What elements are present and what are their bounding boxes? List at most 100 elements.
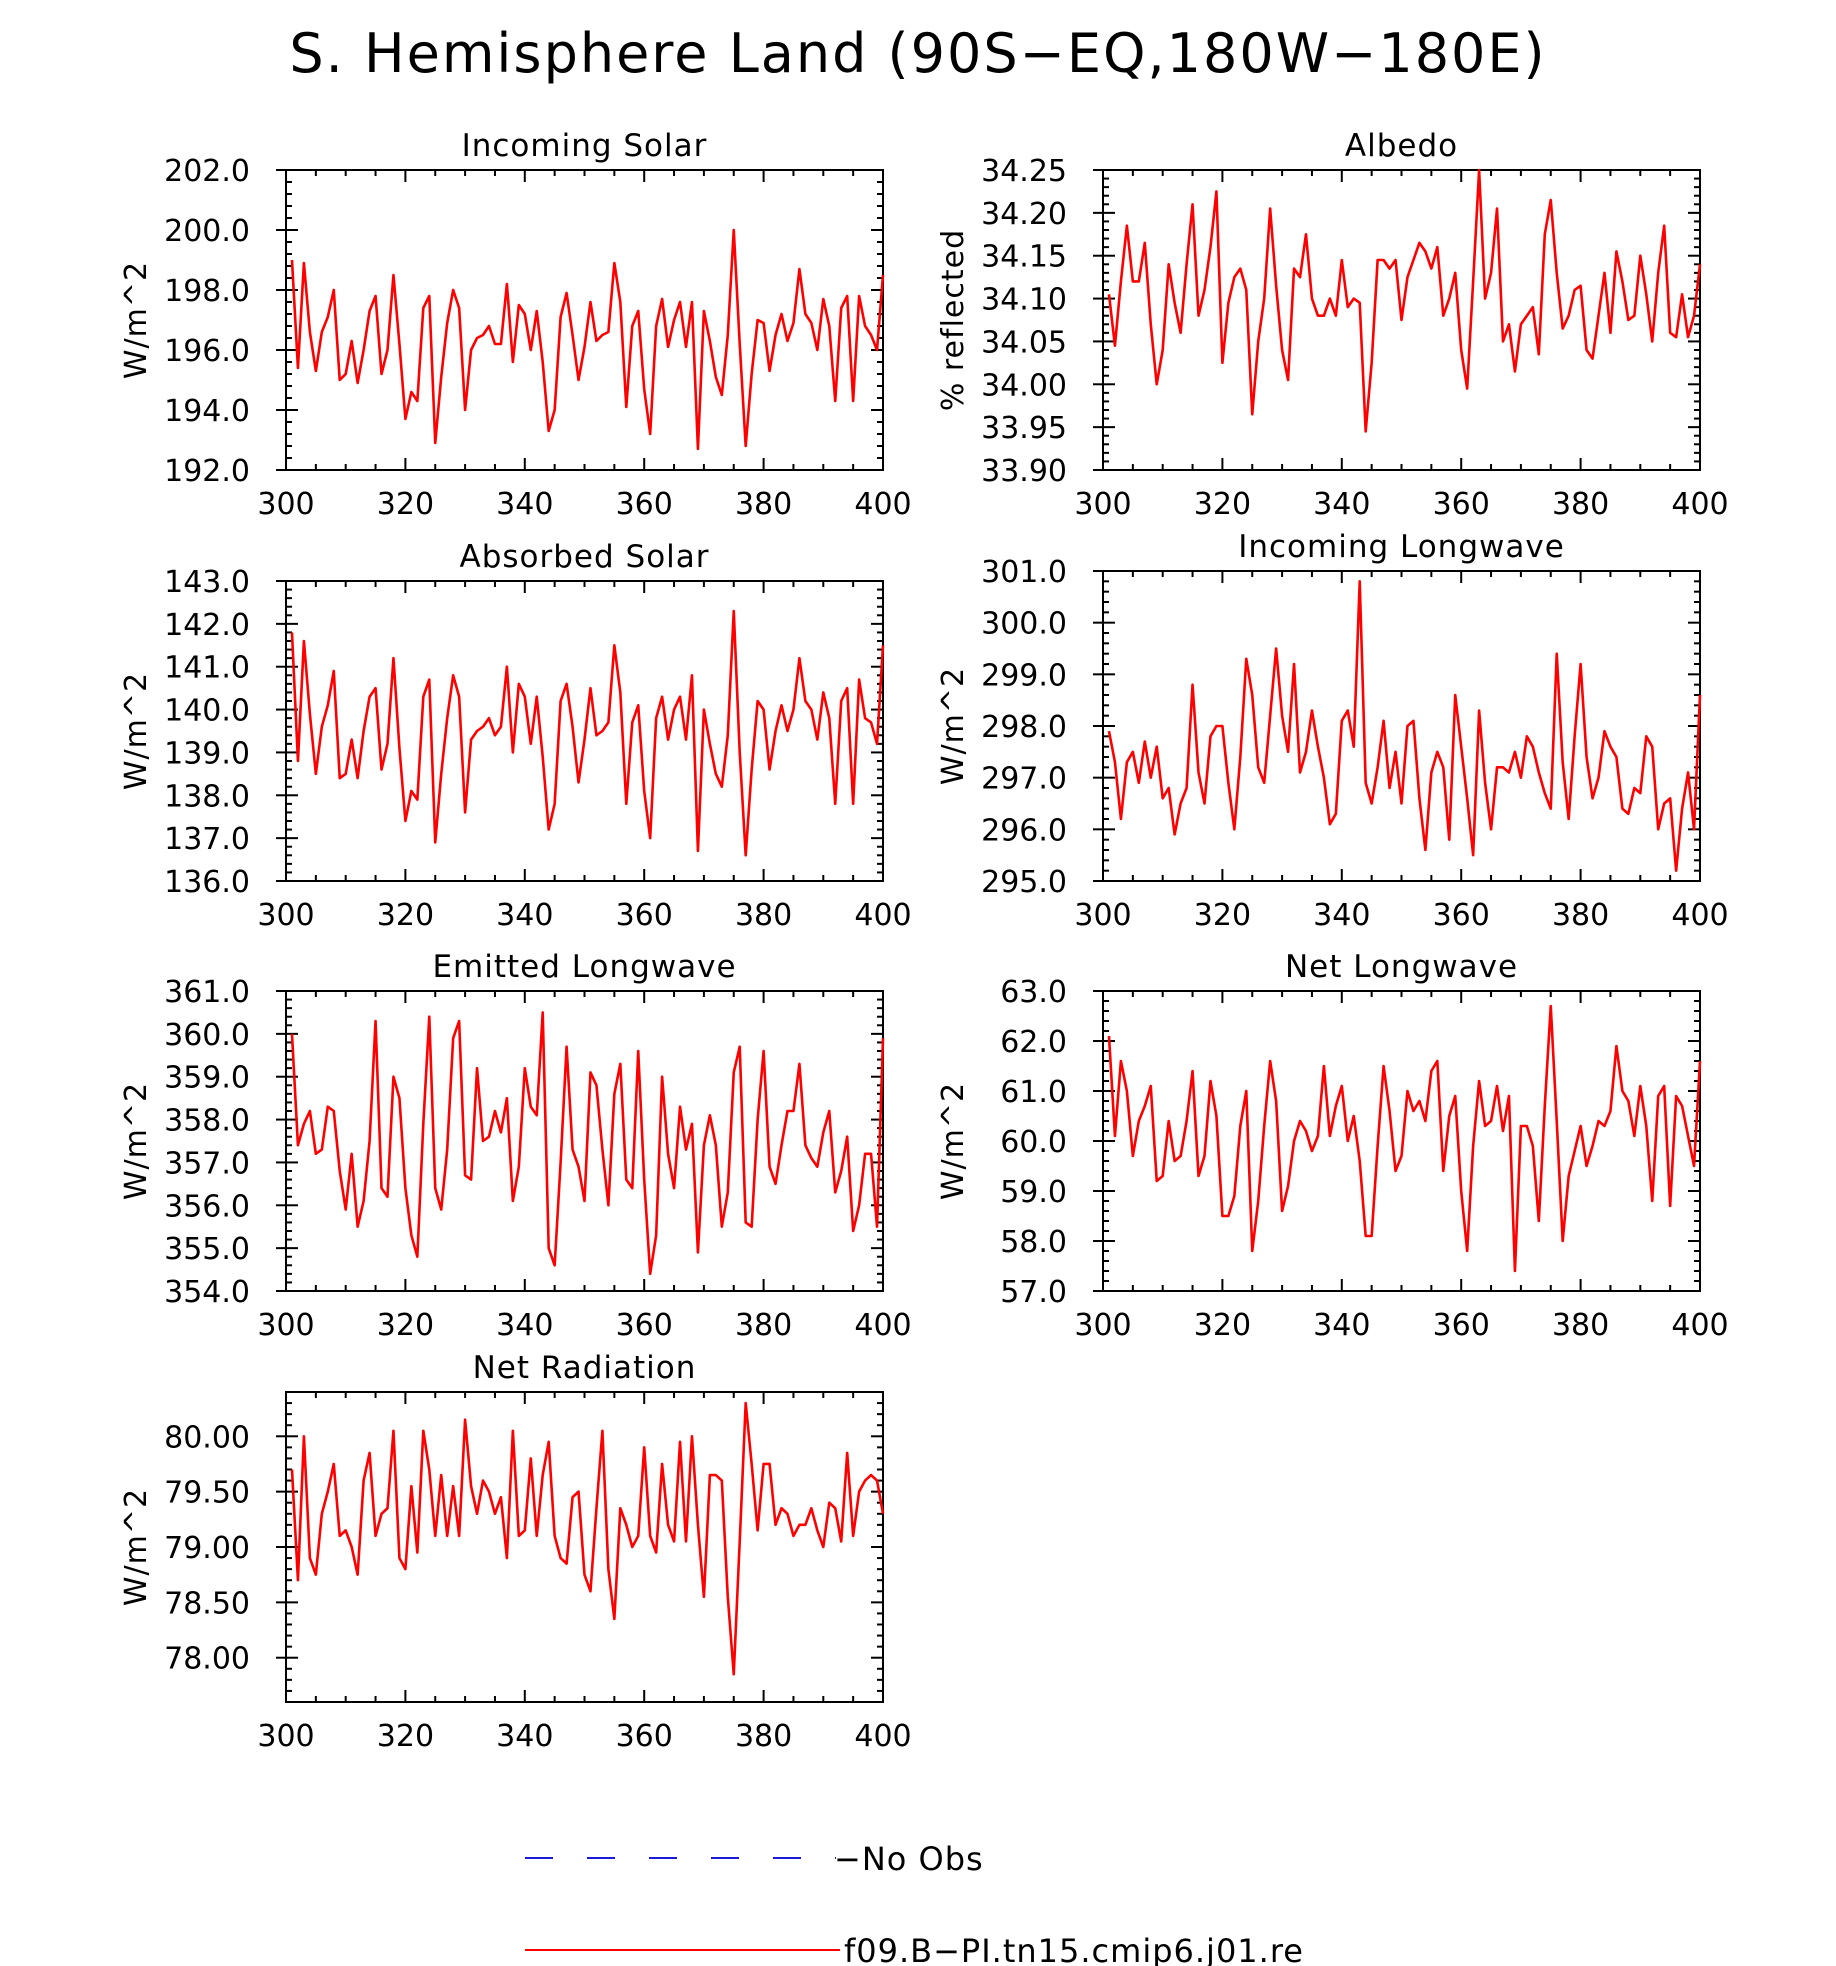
incoming-longwave-panel-title: Incoming Longwave — [1238, 529, 1565, 565]
net-radiation-plot-frame — [285, 1391, 884, 1703]
incoming-solar-y-tick-label: 194.0 — [164, 394, 250, 429]
page-title: S. Hemisphere Land (90S−EQ,180W−180E) — [289, 22, 1547, 85]
legend-label-model: f09.B−PI.tn15.cmip6.j01.re — [844, 1932, 1304, 1966]
incoming-longwave-y-tick-label: 296.0 — [981, 813, 1067, 848]
absorbed-solar-y-tick-label: 136.0 — [164, 865, 250, 900]
incoming-longwave-x-tick-label: 340 — [1313, 898, 1370, 933]
absorbed-solar-x-tick-label: 380 — [735, 898, 792, 933]
incoming-solar-x-tick-label: 360 — [616, 487, 673, 522]
emitted-longwave-x-tick-label: 400 — [854, 1308, 911, 1343]
net-longwave-x-tick-label: 380 — [1552, 1308, 1609, 1343]
incoming-longwave-x-tick-label: 380 — [1552, 898, 1609, 933]
incoming-solar-x-tick-label: 320 — [377, 487, 434, 522]
albedo-y-tick-label: 34.00 — [981, 368, 1067, 403]
net-radiation-x-tick-label: 300 — [257, 1719, 314, 1754]
incoming-longwave-x-tick-label: 400 — [1671, 898, 1728, 933]
incoming-solar-x-tick-label: 300 — [257, 487, 314, 522]
incoming-longwave-y-tick-label: 297.0 — [981, 762, 1067, 797]
incoming-longwave-x-tick-label: 300 — [1074, 898, 1131, 933]
incoming-solar-y-tick-label: 196.0 — [164, 334, 250, 369]
net-radiation-x-tick-label: 400 — [854, 1719, 911, 1754]
incoming-longwave-y-tick-label: 300.0 — [981, 607, 1067, 642]
net-radiation-y-tick-label: 79.00 — [164, 1531, 250, 1566]
net-longwave-series-line — [1107, 1004, 1702, 1273]
net-radiation-series-line — [290, 1401, 885, 1676]
absorbed-solar-x-tick-label: 360 — [616, 898, 673, 933]
incoming-solar-y-axis-label: W/m^2 — [119, 261, 154, 379]
emitted-longwave-y-tick-label: 360.0 — [164, 1018, 250, 1053]
panel-albedo: 300 320 340 360 380 400 33.90 33.95 34.00 34.05 34… — [936, 128, 1729, 522]
absorbed-solar-x-tick-label: 320 — [377, 898, 434, 933]
net-longwave-y-axis-label: W/m^2 — [936, 1082, 971, 1200]
emitted-longwave-x-tick-label: 360 — [616, 1308, 673, 1343]
absorbed-solar-panel-title: Absorbed Solar — [459, 539, 709, 575]
panel-incoming-solar: 300 320 340 360 380 400 192.0 194.0 196.0 198.0 20… — [119, 128, 912, 522]
absorbed-solar-x-tick-label: 400 — [854, 898, 911, 933]
emitted-longwave-panel-title: Emitted Longwave — [432, 949, 736, 985]
legend-label-no-obs: −No Obs — [834, 1840, 984, 1878]
net-radiation-x-tick-label: 320 — [377, 1719, 434, 1754]
absorbed-solar-y-tick-label: 137.0 — [164, 822, 250, 857]
incoming-longwave-x-tick-label: 320 — [1194, 898, 1251, 933]
incoming-solar-y-tick-label: 198.0 — [164, 274, 250, 309]
absorbed-solar-y-tick-label: 140.0 — [164, 694, 250, 729]
emitted-longwave-y-tick-label: 354.0 — [164, 1275, 250, 1310]
emitted-longwave-y-tick-label: 355.0 — [164, 1232, 250, 1267]
net-radiation-panel-title: Net Radiation — [473, 1350, 697, 1386]
net-longwave-panel-title: Net Longwave — [1285, 949, 1518, 985]
incoming-longwave-plot-frame — [1102, 570, 1701, 882]
emitted-longwave-y-tick-label: 361.0 — [164, 975, 250, 1010]
incoming-longwave-x-tick-label: 360 — [1433, 898, 1490, 933]
albedo-panel-title: Albedo — [1345, 128, 1458, 164]
albedo-x-tick-label: 380 — [1552, 487, 1609, 522]
absorbed-solar-y-axis-label: W/m^2 — [119, 672, 154, 790]
absorbed-solar-x-tick-label: 300 — [257, 898, 314, 933]
net-longwave-y-tick-label: 63.0 — [1000, 975, 1067, 1010]
emitted-longwave-x-tick-label: 300 — [257, 1308, 314, 1343]
albedo-x-tick-label: 340 — [1313, 487, 1370, 522]
incoming-solar-x-tick-label: 400 — [854, 487, 911, 522]
incoming-solar-y-tick-label: 202.0 — [164, 154, 250, 189]
albedo-y-tick-label: 34.20 — [981, 197, 1067, 232]
albedo-y-axis-label: % reflected — [936, 229, 971, 411]
emitted-longwave-x-tick-label: 320 — [377, 1308, 434, 1343]
albedo-x-tick-label: 360 — [1433, 487, 1490, 522]
emitted-longwave-series-line — [290, 1011, 885, 1276]
net-longwave-x-tick-label: 320 — [1194, 1308, 1251, 1343]
net-radiation-y-axis-label: W/m^2 — [119, 1488, 154, 1606]
net-longwave-y-tick-label: 58.0 — [1000, 1225, 1067, 1260]
albedo-y-tick-label: 34.15 — [981, 240, 1067, 275]
net-longwave-x-tick-label: 360 — [1433, 1308, 1490, 1343]
absorbed-solar-x-tick-label: 340 — [496, 898, 553, 933]
net-longwave-plot-frame — [1102, 990, 1701, 1292]
net-longwave-x-tick-label: 300 — [1074, 1308, 1131, 1343]
panel-net-radiation: 300 320 340 360 380 400 78.00 78.50 79.00 79.50 80… — [119, 1350, 912, 1754]
emitted-longwave-x-tick-label: 340 — [496, 1308, 553, 1343]
albedo-x-tick-label: 320 — [1194, 487, 1251, 522]
emitted-longwave-y-tick-label: 356.0 — [164, 1189, 250, 1224]
net-radiation-x-tick-label: 340 — [496, 1719, 553, 1754]
net-longwave-y-tick-label: 62.0 — [1000, 1025, 1067, 1060]
net-radiation-y-tick-label: 80.00 — [164, 1420, 250, 1455]
albedo-y-tick-label: 33.95 — [981, 411, 1067, 446]
absorbed-solar-series-line — [290, 609, 885, 857]
albedo-y-tick-label: 34.25 — [981, 154, 1067, 189]
net-longwave-y-tick-label: 59.0 — [1000, 1175, 1067, 1210]
absorbed-solar-y-tick-label: 141.0 — [164, 651, 250, 686]
net-radiation-y-tick-label: 78.50 — [164, 1586, 250, 1621]
incoming-longwave-y-tick-label: 295.0 — [981, 865, 1067, 900]
albedo-y-tick-label: 34.05 — [981, 325, 1067, 360]
net-radiation-y-tick-label: 78.00 — [164, 1642, 250, 1677]
net-longwave-x-tick-label: 340 — [1313, 1308, 1370, 1343]
emitted-longwave-x-tick-label: 380 — [735, 1308, 792, 1343]
albedo-series-line — [1107, 168, 1702, 433]
emitted-longwave-y-tick-label: 359.0 — [164, 1061, 250, 1096]
absorbed-solar-y-tick-label: 142.0 — [164, 608, 250, 643]
incoming-solar-y-tick-label: 192.0 — [164, 454, 250, 489]
incoming-longwave-y-tick-label: 298.0 — [981, 710, 1067, 745]
emitted-longwave-y-tick-label: 357.0 — [164, 1146, 250, 1181]
incoming-solar-panel-title: Incoming Solar — [462, 128, 708, 164]
albedo-y-tick-label: 33.90 — [981, 454, 1067, 489]
net-longwave-y-tick-label: 60.0 — [1000, 1125, 1067, 1160]
albedo-y-tick-label: 34.10 — [981, 283, 1067, 318]
